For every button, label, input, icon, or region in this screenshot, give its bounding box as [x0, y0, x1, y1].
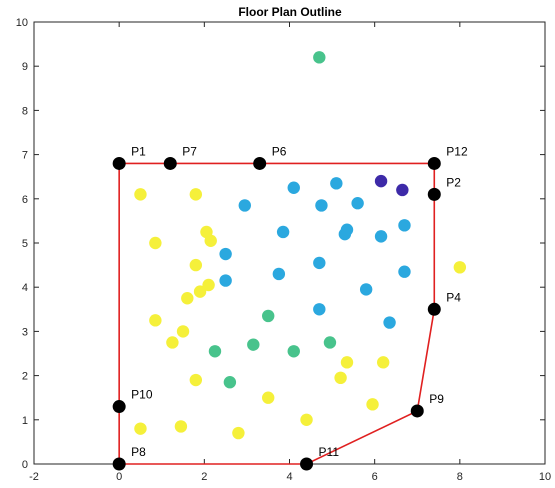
data-point: [315, 199, 328, 212]
vertex-label: P9: [429, 392, 444, 406]
data-point: [202, 278, 215, 292]
data-point: [383, 316, 396, 329]
data-point: [189, 188, 203, 201]
data-point: [300, 413, 313, 426]
y-tick-label: 3: [22, 326, 28, 338]
data-point: [287, 181, 300, 194]
data-point: [193, 285, 207, 298]
data-point: [174, 420, 188, 433]
vertex-label: P7: [182, 144, 197, 158]
data-point: [340, 356, 354, 369]
outline-vertices: P1 P7 P6 P12 P2 P4 P9 P11 P8 P10: [112, 144, 468, 471]
vertex-label: P11: [319, 445, 340, 459]
data-point: [272, 267, 286, 281]
vertex-label: P10: [131, 388, 153, 402]
x-tick-label: 0: [116, 471, 122, 483]
data-point: [134, 188, 147, 201]
vertex-label: P1: [131, 144, 146, 158]
outline-path: [118, 162, 436, 465]
vertex-marker: [300, 457, 314, 471]
x-tick-label: 6: [372, 471, 378, 483]
vertex-label: P12: [446, 144, 468, 158]
data-point: [376, 356, 390, 369]
y-tick-label: 0: [22, 459, 28, 471]
data-point: [323, 336, 337, 349]
data-point: [189, 258, 203, 272]
data-point: [340, 223, 354, 236]
vertex-marker: [427, 187, 441, 201]
data-point: [219, 274, 232, 287]
vertex-marker: [112, 156, 126, 170]
data-point: [374, 230, 388, 243]
y-tick-label: 9: [22, 61, 28, 73]
data-point: [204, 234, 217, 247]
data-point: [330, 177, 343, 190]
y-tick-label: 7: [22, 150, 28, 162]
data-point: [313, 51, 326, 64]
floor-plan-outline: [118, 162, 436, 465]
data-point: [276, 225, 290, 239]
vertex-marker: [253, 156, 267, 170]
data-point: [366, 398, 379, 411]
x-tick-label: 2: [201, 471, 207, 483]
data-point: [238, 199, 251, 212]
data-point: [334, 371, 347, 385]
vertex-label: P2: [446, 175, 461, 189]
vertex-label: P6: [272, 144, 287, 158]
data-points: [134, 51, 467, 440]
x-tick-label: 8: [457, 471, 463, 483]
data-point: [374, 174, 388, 188]
data-point: [149, 236, 162, 250]
y-tick-label: 10: [16, 17, 28, 29]
vertex-marker: [163, 156, 177, 170]
plot-box: [33, 21, 546, 465]
chart-title: Floor Plan Outline: [238, 5, 342, 19]
y-tick-label: 6: [22, 194, 28, 206]
data-point: [351, 197, 364, 210]
data-point: [313, 256, 326, 270]
data-point: [287, 345, 300, 358]
data-point: [166, 336, 179, 349]
data-point: [219, 247, 232, 261]
y-tick-label: 2: [22, 371, 28, 383]
x-tick-label: 10: [539, 471, 551, 483]
vertex-marker: [112, 457, 126, 471]
data-point: [453, 261, 467, 274]
vertex-label: P8: [131, 445, 146, 459]
data-point: [398, 265, 411, 278]
data-point: [223, 376, 237, 389]
data-point: [262, 391, 275, 404]
data-point: [134, 422, 147, 435]
data-point: [176, 325, 190, 338]
data-point: [396, 183, 409, 197]
y-tick-label: 1: [22, 415, 28, 427]
data-point: [262, 309, 275, 323]
data-point: [208, 345, 222, 358]
vertex-label: P4: [446, 290, 461, 304]
data-point: [232, 426, 245, 440]
x-tick-label: -2: [29, 471, 39, 483]
y-tick-label: 4: [22, 282, 28, 294]
data-point: [149, 314, 162, 327]
y-tick-label: 5: [22, 238, 28, 250]
vertex-marker: [427, 302, 441, 316]
data-point: [189, 373, 203, 387]
data-point: [359, 283, 373, 296]
y-tick-label: 8: [22, 105, 28, 117]
data-point: [247, 338, 260, 351]
x-tick-label: 4: [286, 471, 292, 483]
vertex-marker: [410, 404, 424, 418]
data-point: [313, 303, 326, 316]
data-point: [181, 292, 194, 305]
data-point: [398, 219, 411, 232]
vertex-marker: [112, 400, 126, 414]
vertex-marker: [427, 156, 441, 170]
